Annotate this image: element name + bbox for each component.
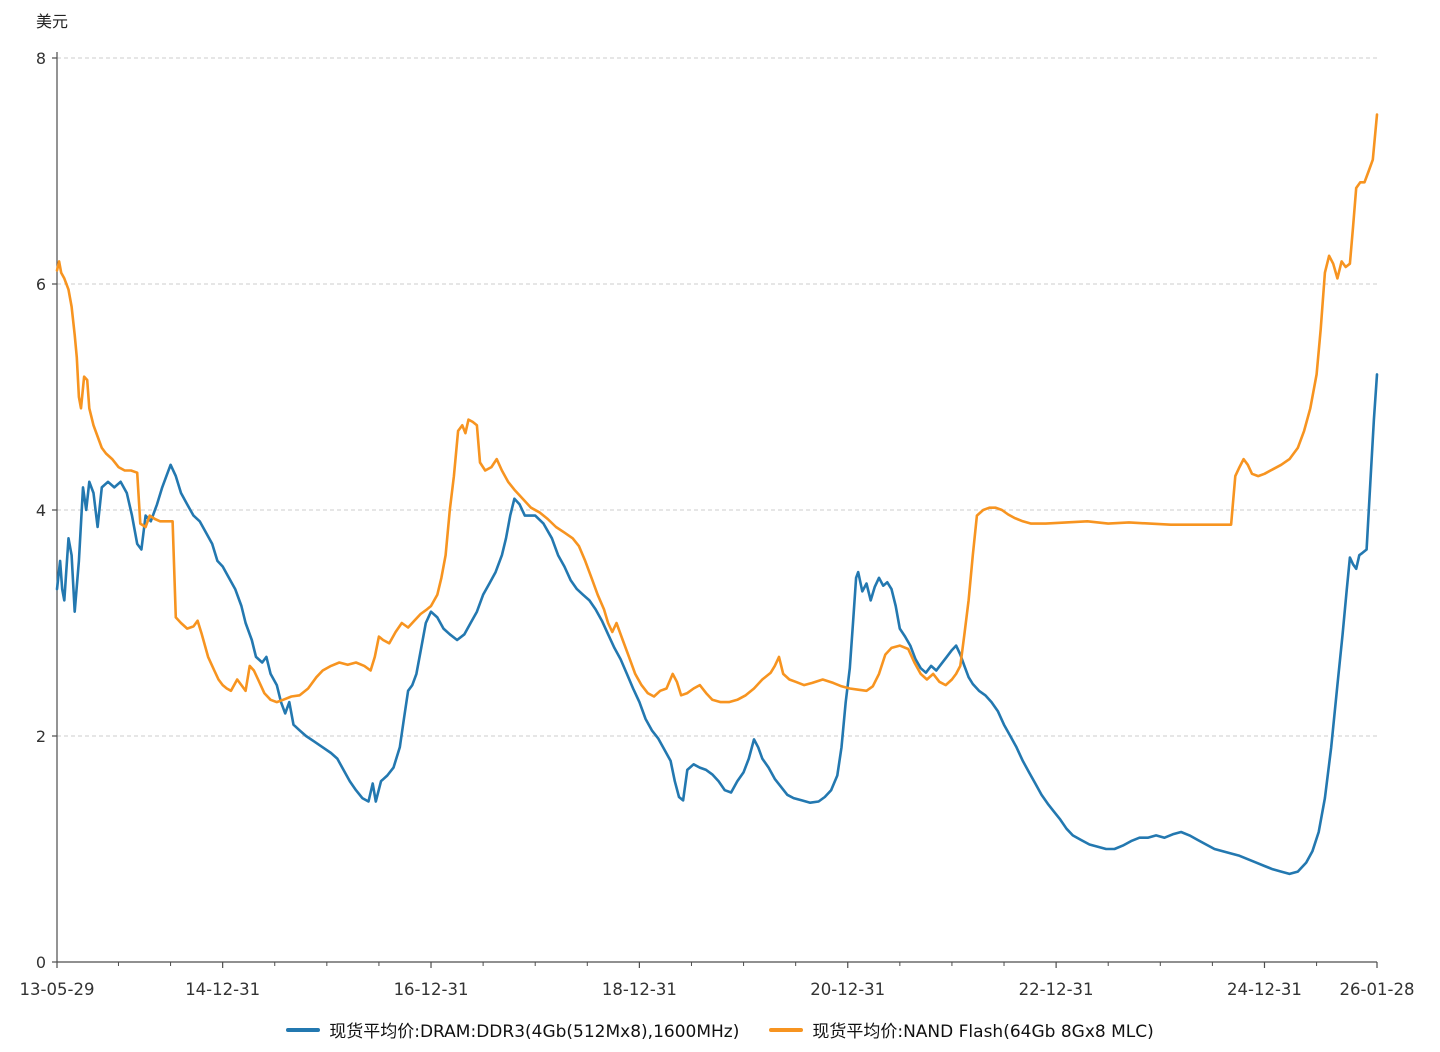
axes bbox=[56, 52, 1377, 963]
legend-label-dram: 现货平均价:DRAM:DDR3(4Gb(512Mx8),1600MHz) bbox=[329, 1022, 740, 1042]
svg-text:22-12-31: 22-12-31 bbox=[1019, 980, 1094, 999]
svg-text:2: 2 bbox=[36, 727, 46, 746]
legend-label-nand: 现货平均价:NAND Flash(64Gb 8Gx8 MLC) bbox=[812, 1022, 1154, 1042]
svg-text:24-12-31: 24-12-31 bbox=[1227, 980, 1302, 999]
legend-item-dram[interactable]: 现货平均价:DRAM:DDR3(4Gb(512Mx8),1600MHz) bbox=[286, 1017, 739, 1042]
chart-canvas: 0 2 4 6 8 13-05-29 14-12-31 16-12-31 18-12-31 20-… bbox=[20, 49, 1415, 999]
svg-text:16-12-31: 16-12-31 bbox=[394, 980, 469, 999]
y-axis-ticks: 0 2 4 6 8 bbox=[36, 49, 57, 972]
svg-text:18-12-31: 18-12-31 bbox=[602, 980, 677, 999]
x-axis-ticks: 13-05-29 14-12-31 16-12-31 18-12-31 20-12-31… bbox=[20, 962, 1415, 999]
dram-line-swatch bbox=[286, 1027, 321, 1032]
svg-text:26-01-28: 26-01-28 bbox=[1340, 980, 1415, 999]
svg-text:8: 8 bbox=[36, 49, 46, 68]
svg-text:6: 6 bbox=[36, 275, 46, 294]
x-axis-minor-ticks bbox=[117, 962, 1318, 966]
legend-item-nand[interactable]: 现货平均价:NAND Flash(64Gb 8Gx8 MLC) bbox=[769, 1017, 1154, 1042]
chart-legend: 现货平均价:DRAM:DDR3(4Gb(512Mx8),1600MHz) 现货平… bbox=[0, 1017, 1440, 1042]
svg-text:4: 4 bbox=[36, 501, 46, 520]
svg-text:20-12-31: 20-12-31 bbox=[810, 980, 885, 999]
y-axis-unit-label: 美元 bbox=[36, 12, 69, 31]
nand-line-swatch bbox=[769, 1027, 804, 1032]
svg-text:0: 0 bbox=[36, 953, 46, 972]
gridlines bbox=[57, 57, 1377, 737]
svg-text:14-12-31: 14-12-31 bbox=[185, 980, 260, 999]
series-line-nand bbox=[55, 113, 1379, 704]
series-line-dram bbox=[55, 373, 1379, 876]
svg-text:13-05-29: 13-05-29 bbox=[20, 980, 95, 999]
